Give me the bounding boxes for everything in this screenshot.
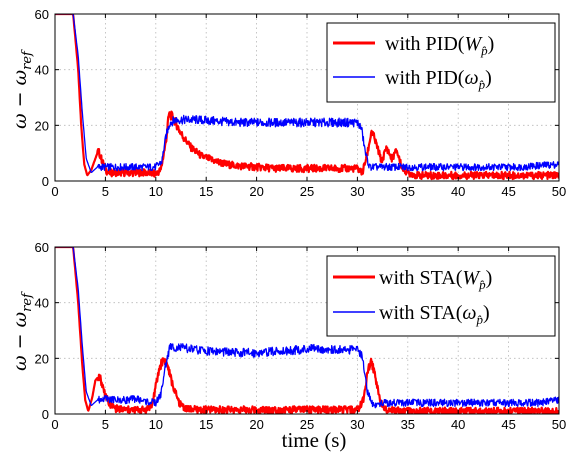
legend-label-sta-w: with STA(Wp̂) (379, 267, 492, 292)
y-tick-label: 40 (35, 63, 49, 78)
legend-box-bottom (326, 255, 556, 337)
panel-bottom: 0 5 10 15 20 25 30 35 40 45 50 0 20 40 60 ω − ωref wit… (9, 240, 566, 452)
x-tick-label: 25 (300, 184, 314, 199)
panel-top: 0 5 10 15 20 25 30 35 40 45 50 0 20 40 60 ω − ωref wit… (9, 7, 566, 199)
x-tick-label: 35 (401, 184, 415, 199)
y-axis-label-top: ω − ωref (9, 49, 35, 129)
series-bottom (55, 247, 559, 414)
y-tick-label: 0 (42, 407, 49, 422)
legend-box-top (326, 22, 556, 103)
series-line-w (55, 247, 559, 414)
y-axis-label-bottom: ω − ωref (9, 291, 35, 371)
y-axis-label-sub: ref (20, 291, 35, 312)
x-tick-label: 0 (51, 184, 58, 199)
x-axis-label: time (s) (282, 428, 347, 452)
x-tick-label: 10 (149, 417, 163, 432)
y-axis-label-main: ω − ω (9, 312, 31, 371)
series-top (55, 14, 559, 181)
ticks-top: 0 5 10 15 20 25 30 35 40 45 50 0 20 40 60 (35, 7, 567, 199)
y-tick-label: 60 (35, 7, 49, 22)
y-tick-label: 60 (35, 240, 49, 255)
ticks-bottom: 0 5 10 15 20 25 30 35 40 45 50 0 20 40 60 (35, 240, 567, 432)
legend-label-sta-omega: with STA(ωp̂) (379, 302, 490, 327)
x-tick-label: 0 (51, 417, 58, 432)
x-tick-label: 45 (501, 417, 515, 432)
x-tick-label: 30 (350, 417, 364, 432)
x-tick-label: 40 (451, 417, 465, 432)
x-tick-label: 25 (300, 417, 314, 432)
x-tick-label: 35 (401, 417, 415, 432)
x-tick-label: 15 (199, 417, 213, 432)
legend-top: with PID(Wp̂) with PID(ωp̂) (326, 22, 556, 103)
x-tick-label: 20 (249, 417, 263, 432)
x-tick-label: 15 (199, 184, 213, 199)
y-tick-label: 20 (35, 118, 49, 133)
x-tick-label: 5 (102, 184, 109, 199)
y-tick-label: 40 (35, 296, 49, 311)
legend-label-pid-w: with PID(Wp̂) (385, 33, 494, 58)
y-tick-label: 0 (42, 174, 49, 189)
legend-bottom: with STA(Wp̂) with STA(ωp̂) (326, 255, 556, 337)
series-line-omega (55, 14, 559, 174)
x-tick-label: 50 (552, 184, 566, 199)
x-tick-label: 40 (451, 184, 465, 199)
x-tick-label: 5 (102, 417, 109, 432)
x-tick-label: 30 (350, 184, 364, 199)
legend-label-pid-omega: with PID(ωp̂) (385, 67, 492, 92)
x-tick-label: 45 (501, 184, 515, 199)
y-axis-label-main: ω − ω (9, 70, 31, 129)
y-axis-label-sub: ref (20, 49, 35, 70)
x-tick-label: 10 (149, 184, 163, 199)
x-tick-label: 20 (249, 184, 263, 199)
series-line-w (55, 14, 559, 181)
x-tick-label: 50 (552, 417, 566, 432)
series-line-omega (55, 247, 559, 409)
y-tick-label: 20 (35, 351, 49, 366)
